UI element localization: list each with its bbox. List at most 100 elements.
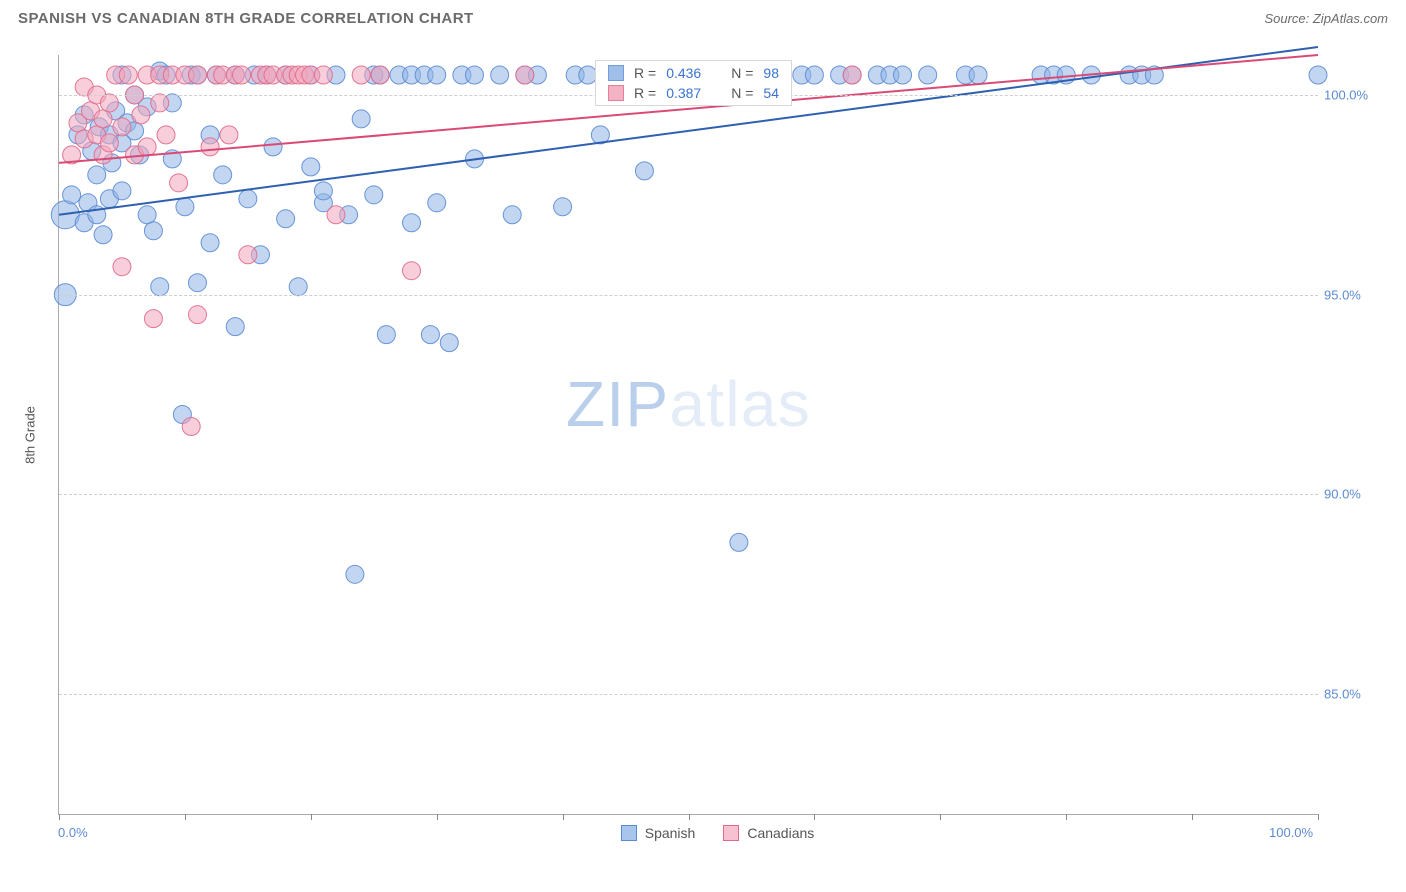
scatter-point — [969, 66, 987, 84]
scatter-point — [201, 138, 219, 156]
legend-r-value: 0.387 — [666, 85, 701, 101]
x-tick — [1318, 814, 1319, 820]
scatter-point — [94, 110, 112, 128]
scatter-point — [226, 318, 244, 336]
scatter-point — [377, 326, 395, 344]
scatter-point — [314, 66, 332, 84]
x-tick — [1066, 814, 1067, 820]
scatter-point — [352, 66, 370, 84]
y-tick-label: 100.0% — [1324, 87, 1368, 102]
scatter-point — [201, 234, 219, 252]
x-tick — [689, 814, 690, 820]
legend-r-value: 0.436 — [666, 65, 701, 81]
correlation-legend: R = 0.436 N = 98 R = 0.387 N = 54 — [595, 60, 792, 106]
y-axis-label: 8th Grade — [23, 406, 38, 464]
x-tick — [59, 814, 60, 820]
scatter-point — [289, 278, 307, 296]
scatter-point — [314, 182, 332, 200]
scatter-point — [119, 66, 137, 84]
legend-r-label: R = — [634, 65, 656, 81]
scatter-point — [843, 66, 861, 84]
x-tick — [311, 814, 312, 820]
scatter-point — [365, 186, 383, 204]
scatter-point — [188, 66, 206, 84]
scatter-point — [554, 198, 572, 216]
scatter-point — [138, 138, 156, 156]
scatter-point — [371, 66, 389, 84]
scatter-point — [188, 274, 206, 292]
scatter-point — [919, 66, 937, 84]
y-tick-label: 95.0% — [1324, 287, 1361, 302]
scatter-point — [182, 418, 200, 436]
scatter-point — [151, 94, 169, 112]
x-tick — [185, 814, 186, 820]
scatter-point — [327, 206, 345, 224]
legend-r-label: R = — [634, 85, 656, 101]
x-tick — [1192, 814, 1193, 820]
scatter-point — [428, 194, 446, 212]
x-tick — [814, 814, 815, 820]
scatter-point — [144, 310, 162, 328]
scatter-point — [503, 206, 521, 224]
corr-legend-row: R = 0.387 N = 54 — [596, 83, 791, 103]
x-tick-label: 0.0% — [58, 825, 88, 840]
x-tick — [563, 814, 564, 820]
scatter-point — [113, 182, 131, 200]
scatter-point — [144, 222, 162, 240]
x-tick-label: 100.0% — [1269, 825, 1313, 840]
scatter-point — [151, 278, 169, 296]
scatter-point — [176, 198, 194, 216]
legend-swatch — [608, 85, 624, 101]
scatter-point — [214, 166, 232, 184]
source-attribution: Source: ZipAtlas.com — [1264, 11, 1388, 26]
y-tick-label: 90.0% — [1324, 487, 1361, 502]
scatter-point — [1309, 66, 1327, 84]
scatter-point — [113, 258, 131, 276]
plot-svg — [59, 55, 1318, 814]
scatter-point — [403, 214, 421, 232]
header: SPANISH VS CANADIAN 8TH GRADE CORRELATIO… — [0, 0, 1406, 33]
scatter-point — [421, 326, 439, 344]
corr-legend-row: R = 0.436 N = 98 — [596, 63, 791, 83]
gridline — [59, 295, 1318, 296]
scatter-point — [277, 210, 295, 228]
legend-swatch — [723, 825, 739, 841]
y-tick-label: 85.0% — [1324, 687, 1361, 702]
legend-n-label: N = — [731, 85, 753, 101]
x-tick — [940, 814, 941, 820]
chart-title: SPANISH VS CANADIAN 8TH GRADE CORRELATIO… — [18, 10, 474, 27]
legend-n-label: N = — [731, 65, 753, 81]
scatter-point — [138, 206, 156, 224]
legend-item: Canadians — [723, 825, 814, 841]
plot-region: ZIPatlas — [58, 55, 1318, 815]
scatter-point — [635, 162, 653, 180]
scatter-point — [894, 66, 912, 84]
scatter-point — [465, 66, 483, 84]
gridline — [59, 694, 1318, 695]
legend-n-value: 54 — [763, 85, 779, 101]
scatter-point — [428, 66, 446, 84]
scatter-point — [113, 118, 131, 136]
legend-n-value: 98 — [763, 65, 779, 81]
scatter-point — [132, 106, 150, 124]
scatter-point — [403, 262, 421, 280]
scatter-point — [346, 565, 364, 583]
scatter-point — [63, 186, 81, 204]
scatter-point — [100, 94, 118, 112]
legend-swatch — [608, 65, 624, 81]
scatter-point — [352, 110, 370, 128]
scatter-point — [100, 134, 118, 152]
legend-swatch — [621, 825, 637, 841]
legend-item: Spanish — [621, 825, 696, 841]
series-legend: Spanish Canadians — [40, 825, 1395, 841]
scatter-point — [440, 334, 458, 352]
scatter-point — [233, 66, 251, 84]
scatter-point — [88, 166, 106, 184]
gridline — [59, 494, 1318, 495]
scatter-point — [239, 246, 257, 264]
scatter-point — [730, 533, 748, 551]
scatter-point — [170, 174, 188, 192]
legend-label: Spanish — [645, 825, 696, 841]
scatter-point — [239, 190, 257, 208]
scatter-point — [220, 126, 238, 144]
